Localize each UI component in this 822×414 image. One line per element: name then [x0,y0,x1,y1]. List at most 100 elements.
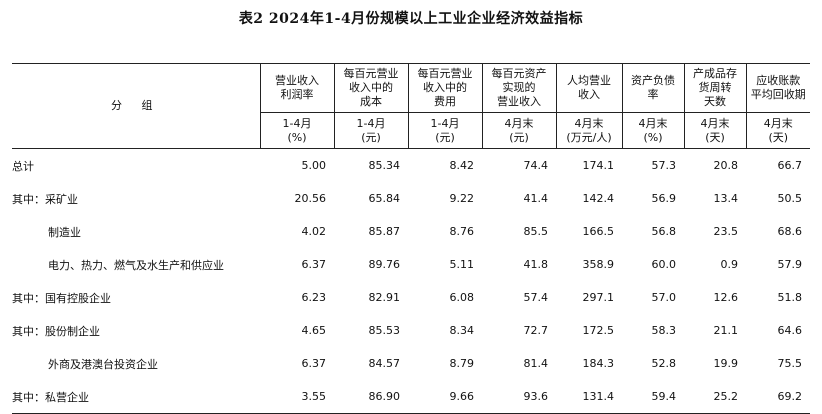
column-header-line: 成本 [360,95,382,108]
table-title: 表2 2024年1-4月份规模以上工业企业经济效益指标 [238,11,584,27]
table-cell: 89.76 [368,258,401,271]
column-header-line: 收入中的 [423,81,467,94]
table-cell: 93.6 [482,380,556,414]
column-header-line: 营业收入 [275,74,319,87]
column-period: 4月末 [700,116,730,130]
column-period: 4月末 [574,116,604,130]
group-column-header: 分 组 [12,63,260,149]
table-cell: 57.9 [777,258,803,271]
table-cell: 0.9 [720,258,739,271]
table-cell: 297.1 [582,291,615,304]
table-cell: 21.1 [713,324,739,337]
table-cell: 8.34 [449,324,475,337]
column-header-line: 每百元营业 [417,67,473,80]
column-period: 4月末 [504,116,534,130]
table-cell: 20.56 [294,192,327,205]
column-header-line: 实现的 [502,81,536,94]
table-cell: 12.6 [713,291,739,304]
table-cell: 56.9 [651,192,677,205]
column-unit: 4月末 (元) [481,112,556,149]
column-unit-label: (元) [435,130,455,144]
table-cell: 85.5 [523,225,549,238]
table-cell: 69.2 [746,380,810,414]
row-label: 其中：私营企业 [12,380,260,414]
table-cell: 86.90 [334,380,408,414]
table-row: 制造业 4.02 85.87 8.76 85.5 166.5 56.8 23.5 68.6 [12,215,810,248]
table-header: 分 组 营业收入 利润率 每百元营业 收入中的 成本 每百元营业 收入中的 费用 每百元资产 实现… [12,63,810,149]
table-cell: 8.79 [449,357,475,370]
column-header-line: 货周转 [698,81,732,94]
column-header-line: 费用 [434,95,456,108]
column-unit: 1-4月 (元) [407,112,482,149]
row-label: 外商及港澳台投资企业 [48,357,158,371]
table-cell: 358.9 [582,258,615,271]
table-cell: 41.8 [523,258,549,271]
column-header: 产成品存 货周转 天数 [683,63,746,113]
table-cell: 59.4 [622,380,684,414]
column-period: 1-4月 [356,116,386,130]
column-unit: 4月末 (万元/人) [555,112,622,149]
table-cell: 172.5 [582,324,615,337]
column-header: 每百元营业 收入中的 成本 [333,63,408,113]
column-unit: 4月末 (%) [621,112,684,149]
table-row: 其中：采矿业 20.56 65.84 9.22 41.4 142.4 56.9 13.4 50.… [12,182,810,215]
table-cell: 85.53 [368,324,401,337]
table-cell: 85.34 [368,159,401,172]
table-cell: 4.65 [301,324,327,337]
table-cell: 74.4 [523,159,549,172]
column-unit: 4月末 (天) [683,112,746,149]
table-cell: 5.00 [301,159,327,172]
table-cell: 51.8 [777,291,803,304]
table-cell: 6.08 [449,291,475,304]
table-cell: 131.4 [556,380,622,414]
row-label: 其中：采矿业 [12,192,78,206]
table-cell: 184.3 [582,357,615,370]
column-header: 人均营业 收入 [555,63,622,113]
table-cell: 5.11 [449,258,475,271]
table-cell: 25.2 [684,380,746,414]
column-unit-label: (%) [643,130,663,144]
column-unit: 1-4月 (%) [259,112,334,149]
table-row: 总计 5.00 85.34 8.42 74.4 174.1 57.3 20.8 66.7 [12,149,810,183]
column-unit-label: (万元/人) [566,130,612,144]
table-cell: 60.0 [651,258,677,271]
table-cell: 6.37 [301,258,327,271]
column-period: 1-4月 [282,116,312,130]
table-cell: 6.23 [301,291,327,304]
column-unit-label: (%) [287,130,307,144]
table-cell: 174.1 [582,159,615,172]
column-header: 资产负债率 [621,63,684,113]
column-header: 营业收入 利润率 [259,63,334,113]
row-label: 制造业 [48,225,81,239]
table-cell: 13.4 [713,192,739,205]
table-cell: 84.57 [368,357,401,370]
table-row: 其中：股份制企业 4.65 85.53 8.34 72.7 172.5 58.3 21.1 64… [12,314,810,347]
table-cell: 166.5 [582,225,615,238]
table-row: 其中：私营企业 3.55 86.90 9.66 93.6 131.4 59.4 25.2 69.… [12,380,810,414]
column-header: 每百元资产 实现的 营业收入 [481,63,556,113]
column-header-line: 天数 [704,95,726,108]
table-cell: 56.8 [651,225,677,238]
column-unit-label: (元) [361,130,381,144]
column-header-line: 收入 [578,88,600,101]
column-header-line: 人均营业 [567,74,611,87]
table-cell: 75.5 [777,357,803,370]
table-cell: 8.76 [449,225,475,238]
table-cell: 82.91 [368,291,401,304]
table-cell: 57.0 [651,291,677,304]
row-label: 总计 [12,159,34,173]
column-header-line: 每百元营业 [343,67,399,80]
column-header-line: 营业收入 [497,95,541,108]
column-header-line: 收入中的 [349,81,393,94]
column-unit: 1-4月 (元) [333,112,408,149]
column-header: 每百元营业 收入中的 费用 [407,63,482,113]
column-header-line: 平均回收期 [750,88,806,101]
column-header-line: 应收账款 [756,74,801,87]
header-row-names: 分 组 营业收入 利润率 每百元营业 收入中的 成本 每百元营业 收入中的 费用 每百元资产 实现… [12,63,810,149]
table-row: 其中：国有控股企业 6.23 82.91 6.08 57.4 297.1 57.0 12.6 5… [12,281,810,314]
table-cell: 81.4 [523,357,549,370]
table-cell: 3.55 [260,380,334,414]
economic-indicators-table: 分 组 营业收入 利润率 每百元营业 收入中的 成本 每百元营业 收入中的 费用 每百元资产 实现… [12,63,810,414]
table-cell: 52.8 [651,357,677,370]
column-period: 4月末 [638,116,668,130]
